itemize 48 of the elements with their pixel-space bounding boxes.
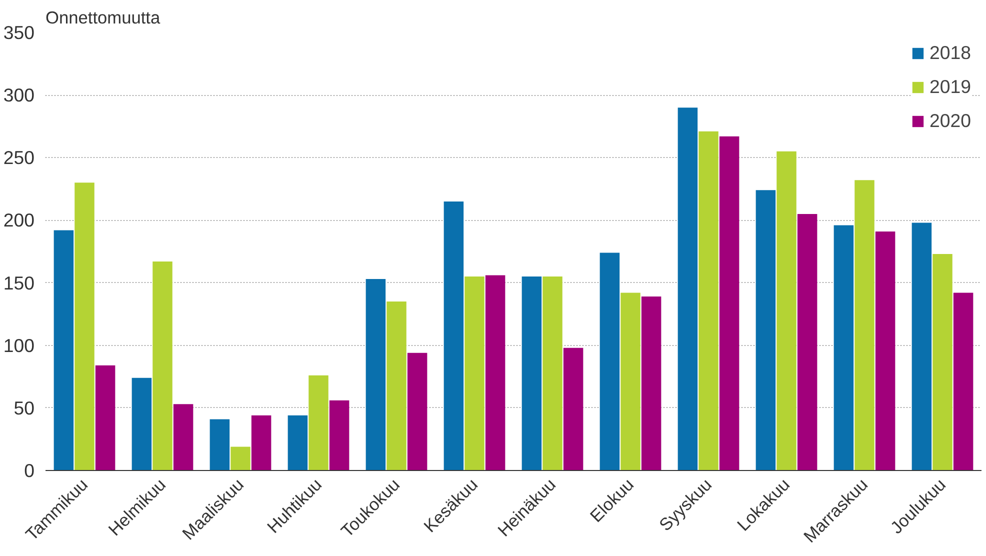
y-tick-label: 250 (3, 147, 35, 168)
bar (563, 348, 584, 470)
bar (152, 262, 172, 470)
bar (288, 415, 308, 470)
bar (95, 365, 116, 470)
y-tick-label: 350 (3, 22, 35, 43)
bar (230, 446, 250, 470)
bar (485, 275, 506, 470)
bar (329, 400, 350, 470)
y-axis-title: Onnettomuutta (46, 8, 160, 28)
y-tick-label: 300 (3, 84, 35, 106)
bar (854, 180, 874, 470)
bar (173, 404, 194, 470)
bar (74, 182, 94, 470)
legend-label: 2018 (929, 42, 971, 64)
bar (464, 276, 484, 470)
bar (444, 201, 464, 470)
bar (210, 419, 230, 470)
y-tick-label: 50 (14, 397, 35, 418)
y-tick-label: 200 (3, 210, 35, 231)
bar (834, 225, 854, 470)
bar (251, 415, 272, 470)
bar (719, 136, 740, 470)
y-tick-label: 150 (3, 272, 35, 294)
bar (542, 276, 562, 470)
legend-label: 2020 (929, 110, 971, 132)
y-tick-label: 100 (3, 334, 35, 356)
bar (912, 222, 932, 470)
bar (678, 108, 698, 470)
bar (641, 296, 662, 470)
bar (932, 254, 952, 470)
y-tick-label: 0 (24, 460, 35, 481)
bar (620, 292, 640, 470)
bar (953, 292, 974, 470)
bar (308, 375, 328, 470)
bar (698, 131, 718, 470)
bar (54, 230, 74, 470)
bar (797, 214, 818, 470)
bar (366, 279, 386, 470)
bar (522, 276, 542, 470)
bar (386, 302, 406, 470)
bar (600, 252, 620, 470)
bar (875, 231, 896, 470)
bar (756, 190, 776, 470)
bar (407, 352, 428, 470)
bar (132, 378, 152, 470)
legend-label: 2019 (929, 76, 971, 98)
bar (776, 151, 796, 470)
